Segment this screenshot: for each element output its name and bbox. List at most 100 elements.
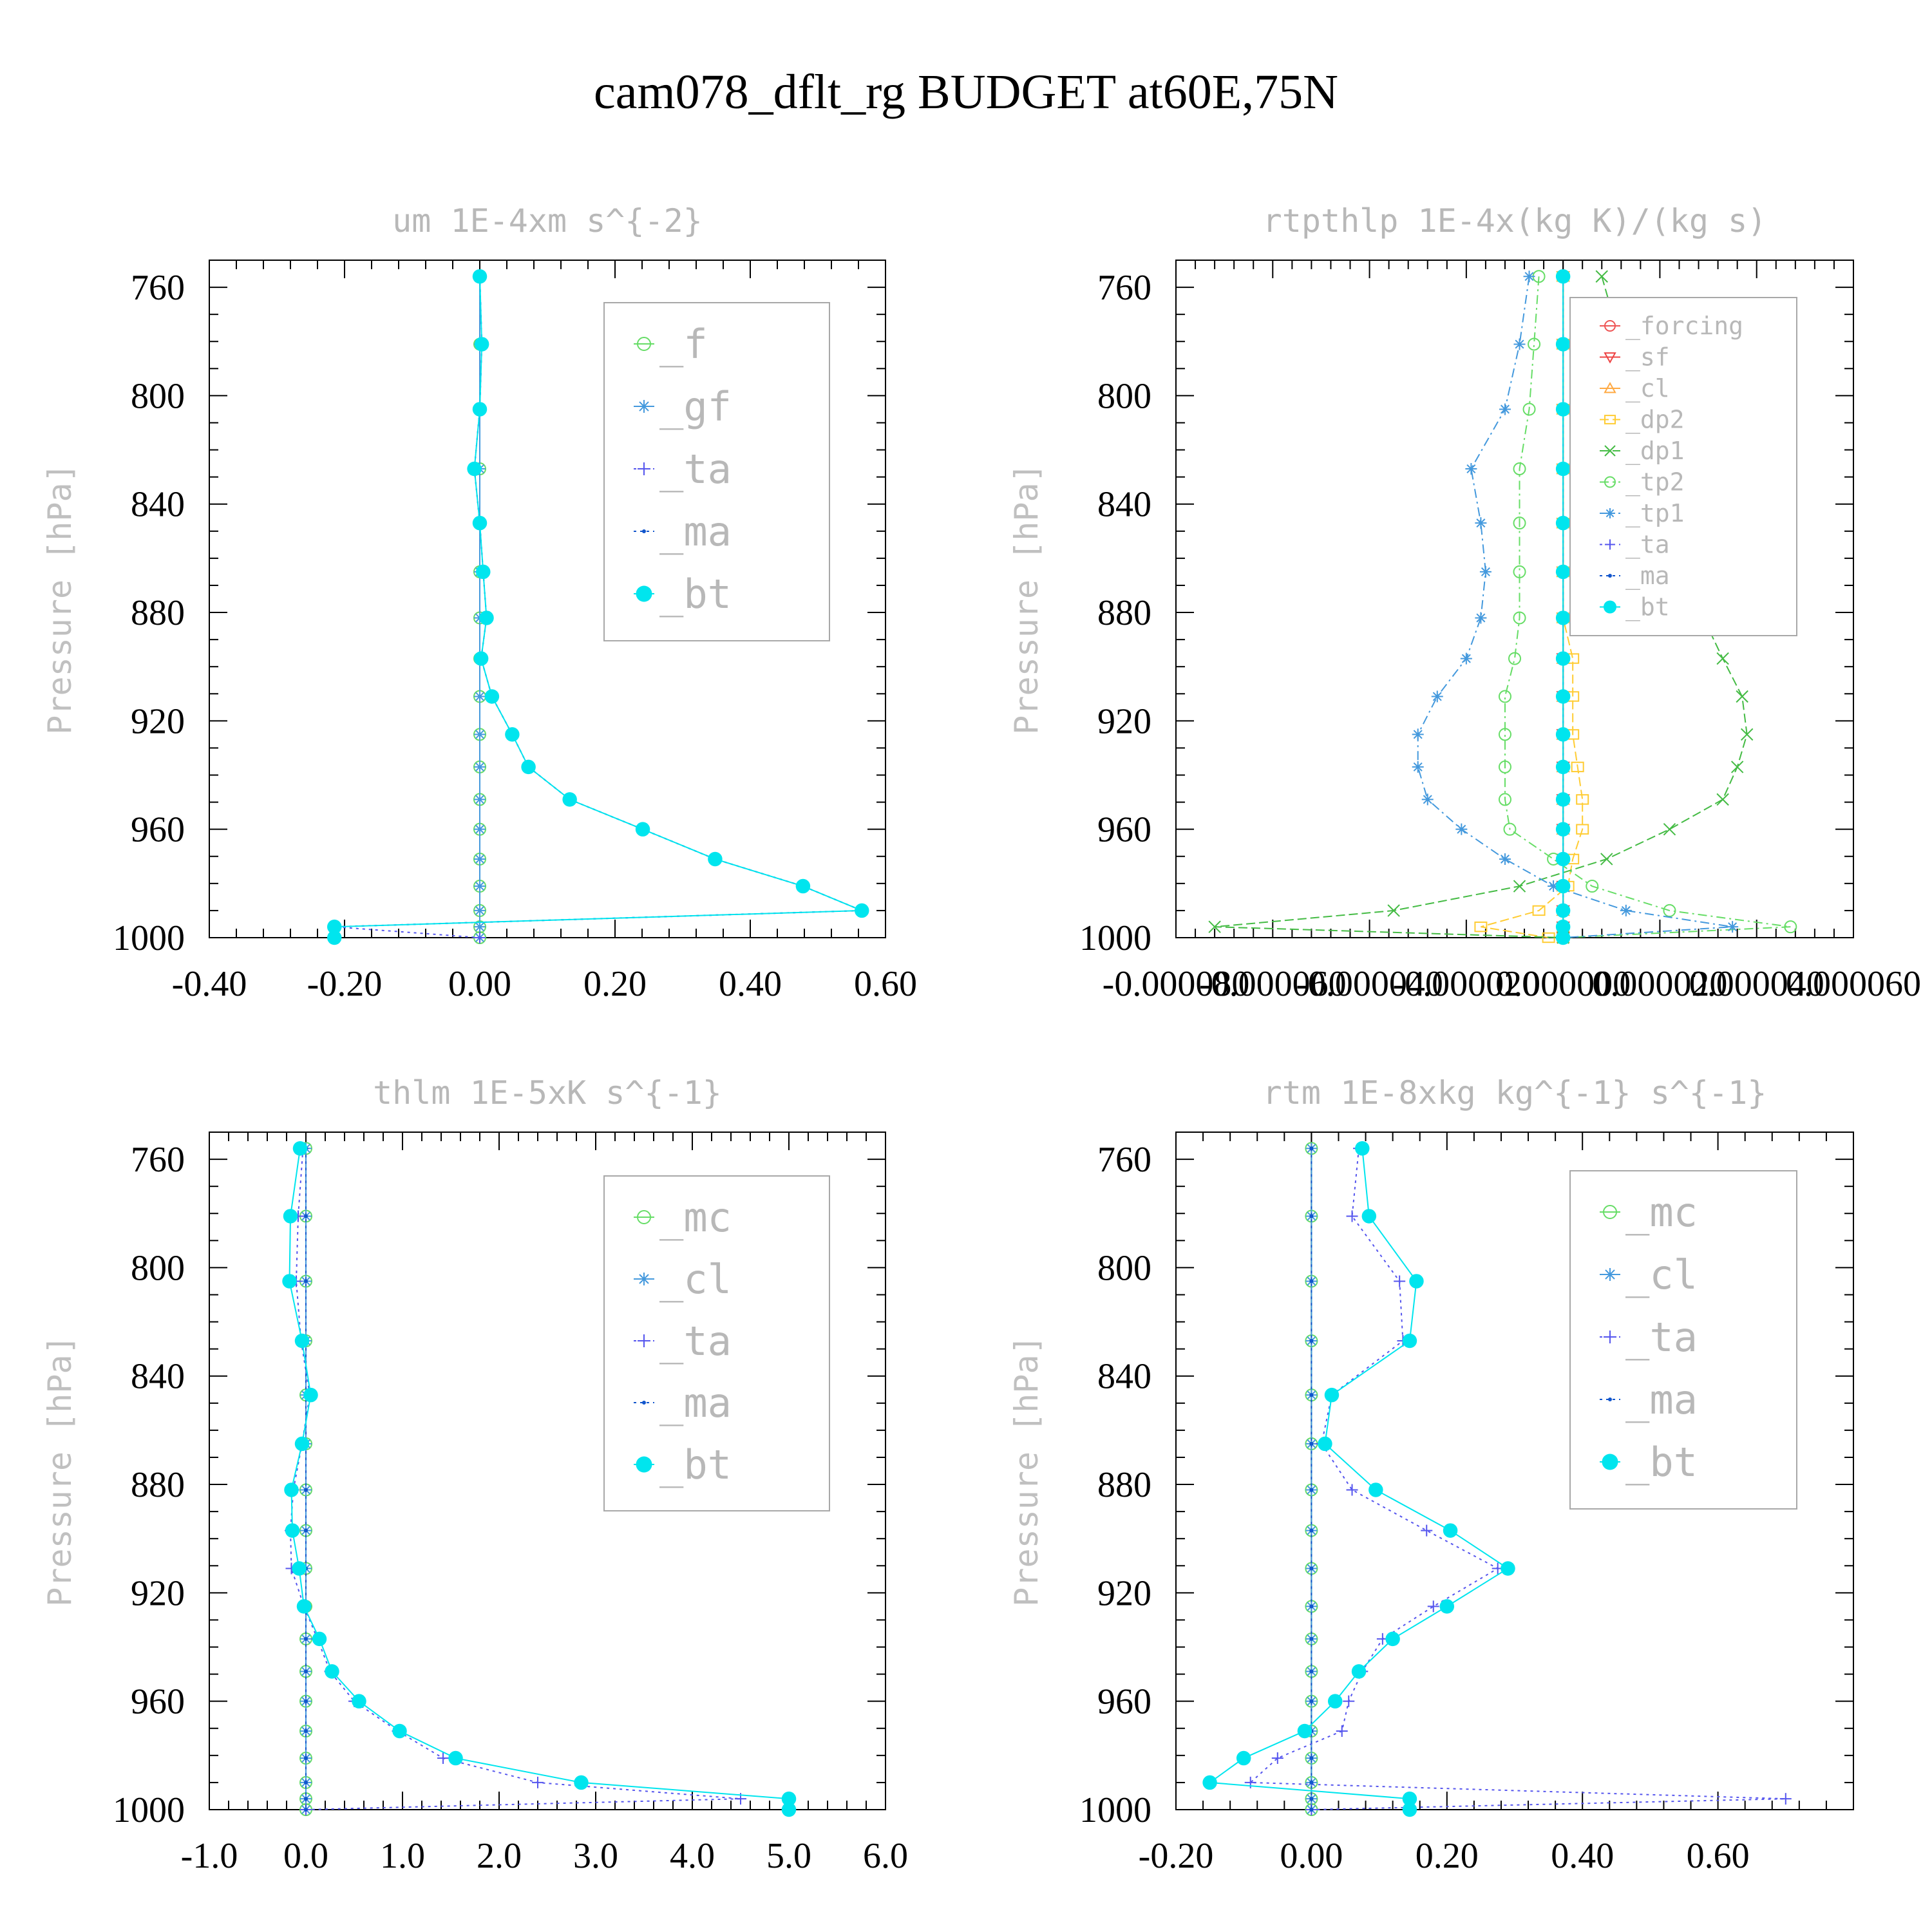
data-point	[1309, 1146, 1314, 1151]
panel-title: um 1E-4xm s^{-2}	[392, 202, 703, 240]
x-tick-label: -0.000020	[1393, 964, 1540, 1004]
data-point	[1351, 1664, 1367, 1679]
y-tick-label: 920	[1097, 701, 1151, 741]
legend: _forcing_sf_cl _dp2_dp1_tp2_tp1 _ta_ma_bt	[1569, 297, 1797, 636]
data-point	[1439, 1599, 1455, 1614]
data-point	[472, 269, 488, 284]
data-point	[1555, 878, 1571, 894]
data-point	[284, 1482, 299, 1497]
data-point	[1576, 824, 1589, 835]
x-tick-label: 3.0	[573, 1836, 618, 1876]
data-point	[484, 689, 500, 704]
data-point	[1663, 904, 1676, 917]
legend-box	[1569, 297, 1797, 636]
legend-label: _ta	[1625, 1314, 1698, 1361]
data-point	[292, 1561, 307, 1576]
plot-frame	[209, 1132, 886, 1810]
y-tick-label: 880	[1097, 593, 1151, 633]
legend-label: _cl	[1625, 374, 1670, 403]
data-point	[1443, 1523, 1458, 1538]
data-point	[392, 1723, 407, 1739]
y-tick-label: 800	[131, 1248, 185, 1288]
data-point	[1523, 270, 1535, 283]
data-point	[1730, 761, 1744, 773]
data-point	[474, 932, 486, 943]
y-tick-label: 960	[131, 1682, 185, 1722]
legend-label: _tp1	[1625, 499, 1685, 528]
data-point	[1309, 1780, 1314, 1785]
data-point	[1513, 565, 1526, 578]
data-point	[1387, 904, 1400, 917]
data-point	[1368, 1482, 1383, 1497]
data-point	[312, 1631, 327, 1647]
legend-marker	[1608, 1397, 1612, 1401]
y-tick-label: 760	[1097, 1140, 1151, 1180]
legend-marker	[636, 585, 652, 602]
x-tick-label: -0.20	[307, 964, 383, 1004]
series-layer	[282, 1141, 797, 1817]
panel-title: rtm 1E-8xkg kg^{-1} s^{-1}	[1263, 1074, 1767, 1112]
data-point	[855, 903, 869, 918]
data-point	[1498, 690, 1511, 703]
legend-marker	[638, 400, 650, 413]
plot-frame	[209, 260, 886, 938]
data-point	[1528, 337, 1541, 351]
data-point	[292, 1141, 308, 1156]
data-point	[1309, 1566, 1314, 1571]
data-point	[1555, 269, 1571, 284]
data-point	[1412, 728, 1424, 741]
data-point	[1555, 792, 1571, 807]
y-tick-label: 960	[131, 810, 185, 850]
data-point	[1571, 761, 1584, 773]
data-point	[1427, 1600, 1439, 1613]
x-tick-label: -0.000060	[1199, 964, 1347, 1004]
data-point	[562, 792, 577, 807]
legend-marker	[1602, 1454, 1618, 1470]
data-point	[1309, 1604, 1314, 1609]
plot-frame	[1175, 260, 1854, 938]
data-point	[1595, 270, 1608, 283]
x-tick-label: 0.20	[583, 964, 647, 1004]
panel-thlm: thlm 1E-5xK s^{-1} Pressure [hPa] 760 800 84…	[41, 1074, 908, 1876]
data-point	[1499, 853, 1511, 865]
y-tick-label: 760	[1097, 268, 1151, 308]
data-point	[1499, 403, 1511, 415]
data-point	[294, 1436, 310, 1452]
data-point	[1779, 1793, 1792, 1805]
y-tick-label: 880	[131, 593, 185, 633]
x-tick-label: -0.40	[172, 964, 247, 1004]
y-tick-label: 800	[1097, 376, 1151, 416]
x-tick-label: 0.40	[1551, 1836, 1614, 1876]
legend-marker	[1604, 381, 1616, 393]
y-tick-label: 1000	[1079, 918, 1151, 958]
data-point	[1555, 564, 1571, 580]
y-tick-label: 840	[1097, 1357, 1151, 1397]
data-point	[1513, 338, 1526, 350]
panels: um 1E-4xm s^{-2} Pressure [hPa] 760 800 840 8…	[41, 202, 1921, 1876]
data-point	[296, 1599, 312, 1614]
data-point	[1402, 1802, 1417, 1817]
data-point	[1784, 920, 1797, 934]
data-point	[1394, 1275, 1406, 1287]
x-tick-label: 0.000000	[1495, 964, 1631, 1004]
data-point	[1309, 1528, 1314, 1533]
x-tick-label: -0.000080	[1103, 964, 1250, 1004]
legend-marker	[638, 1273, 650, 1285]
x-tick-label: 0.0	[283, 1836, 328, 1876]
data-point	[467, 461, 482, 477]
data-point	[1555, 515, 1571, 531]
data-point	[1412, 761, 1424, 773]
legend-box	[603, 302, 830, 641]
legend: _mc _cl _ta _ma _bt	[1569, 1170, 1797, 1510]
data-point	[294, 1333, 310, 1349]
data-point	[1620, 904, 1632, 916]
data-point	[1236, 1750, 1251, 1766]
data-point	[1555, 651, 1571, 666]
data-point	[1474, 921, 1488, 933]
data-point	[1402, 1791, 1417, 1806]
data-point	[1336, 1725, 1348, 1737]
x-tick-label: 0.000040	[1689, 964, 1824, 1004]
data-point	[304, 1808, 308, 1812]
data-point	[1309, 1699, 1314, 1703]
